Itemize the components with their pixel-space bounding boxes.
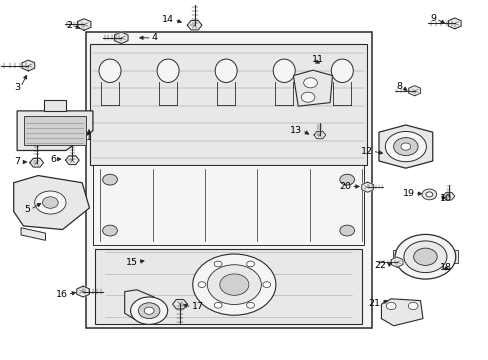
Bar [24,116,85,145]
Polygon shape [14,176,89,230]
Bar [90,44,366,165]
Circle shape [219,274,248,295]
Text: 18: 18 [439,263,451,271]
Text: 8: 8 [395,82,401,91]
Polygon shape [361,182,373,192]
Text: 21: 21 [367,299,380,307]
Polygon shape [65,156,79,165]
Circle shape [102,225,117,236]
Polygon shape [77,19,91,30]
Circle shape [144,307,154,314]
Circle shape [192,254,275,315]
Polygon shape [442,193,454,200]
Ellipse shape [157,59,179,82]
Text: 17: 17 [191,302,203,311]
Text: 2: 2 [66,21,72,30]
Circle shape [301,92,314,102]
Circle shape [407,302,417,310]
Text: 12: 12 [360,147,372,156]
Text: 22: 22 [373,261,386,270]
Ellipse shape [99,59,121,82]
Circle shape [246,261,254,267]
Polygon shape [381,299,422,326]
Polygon shape [17,111,93,150]
Ellipse shape [215,59,237,82]
Polygon shape [172,300,187,309]
Bar [392,250,404,263]
Circle shape [385,131,426,162]
Bar [95,248,361,324]
Text: 9: 9 [429,14,435,23]
Text: 7: 7 [15,157,20,166]
Polygon shape [30,158,43,167]
Circle shape [339,174,354,185]
Text: 13: 13 [289,126,302,135]
Circle shape [214,302,222,308]
Text: 11: 11 [311,55,324,64]
Circle shape [425,192,432,197]
Bar [93,165,364,245]
Polygon shape [114,32,128,44]
Circle shape [246,302,254,308]
Bar [446,250,457,263]
Circle shape [421,189,436,200]
Text: 16: 16 [55,290,67,299]
Text: 5: 5 [24,205,30,214]
Circle shape [214,261,222,267]
Polygon shape [293,70,332,106]
Text: 15: 15 [125,258,138,266]
Circle shape [35,191,66,214]
Polygon shape [77,286,89,297]
Polygon shape [313,131,325,139]
Polygon shape [124,290,156,322]
Circle shape [207,265,261,305]
Polygon shape [21,228,45,240]
Circle shape [400,143,410,150]
Circle shape [198,282,205,288]
Circle shape [413,248,436,265]
Text: 20: 20 [338,182,350,191]
Text: 19: 19 [402,189,414,198]
Polygon shape [44,100,66,111]
Circle shape [339,225,354,236]
Polygon shape [187,21,202,30]
Circle shape [138,303,160,319]
Text: 10: 10 [439,194,451,203]
Ellipse shape [273,59,295,82]
Circle shape [263,282,270,288]
Text: 14: 14 [162,15,174,24]
Polygon shape [390,257,402,267]
Polygon shape [22,60,35,71]
Text: 6: 6 [50,154,56,163]
Circle shape [102,174,117,185]
Circle shape [303,78,317,88]
Circle shape [393,138,417,156]
Circle shape [42,197,58,208]
Circle shape [394,234,455,279]
Text: 1: 1 [86,133,92,142]
Text: 4: 4 [151,33,157,42]
Ellipse shape [330,59,352,82]
Circle shape [386,302,395,310]
Circle shape [403,241,446,273]
Polygon shape [447,18,460,29]
Polygon shape [408,86,420,96]
Polygon shape [378,125,432,168]
Bar [85,32,371,328]
Text: 3: 3 [14,83,20,91]
Circle shape [130,297,167,324]
